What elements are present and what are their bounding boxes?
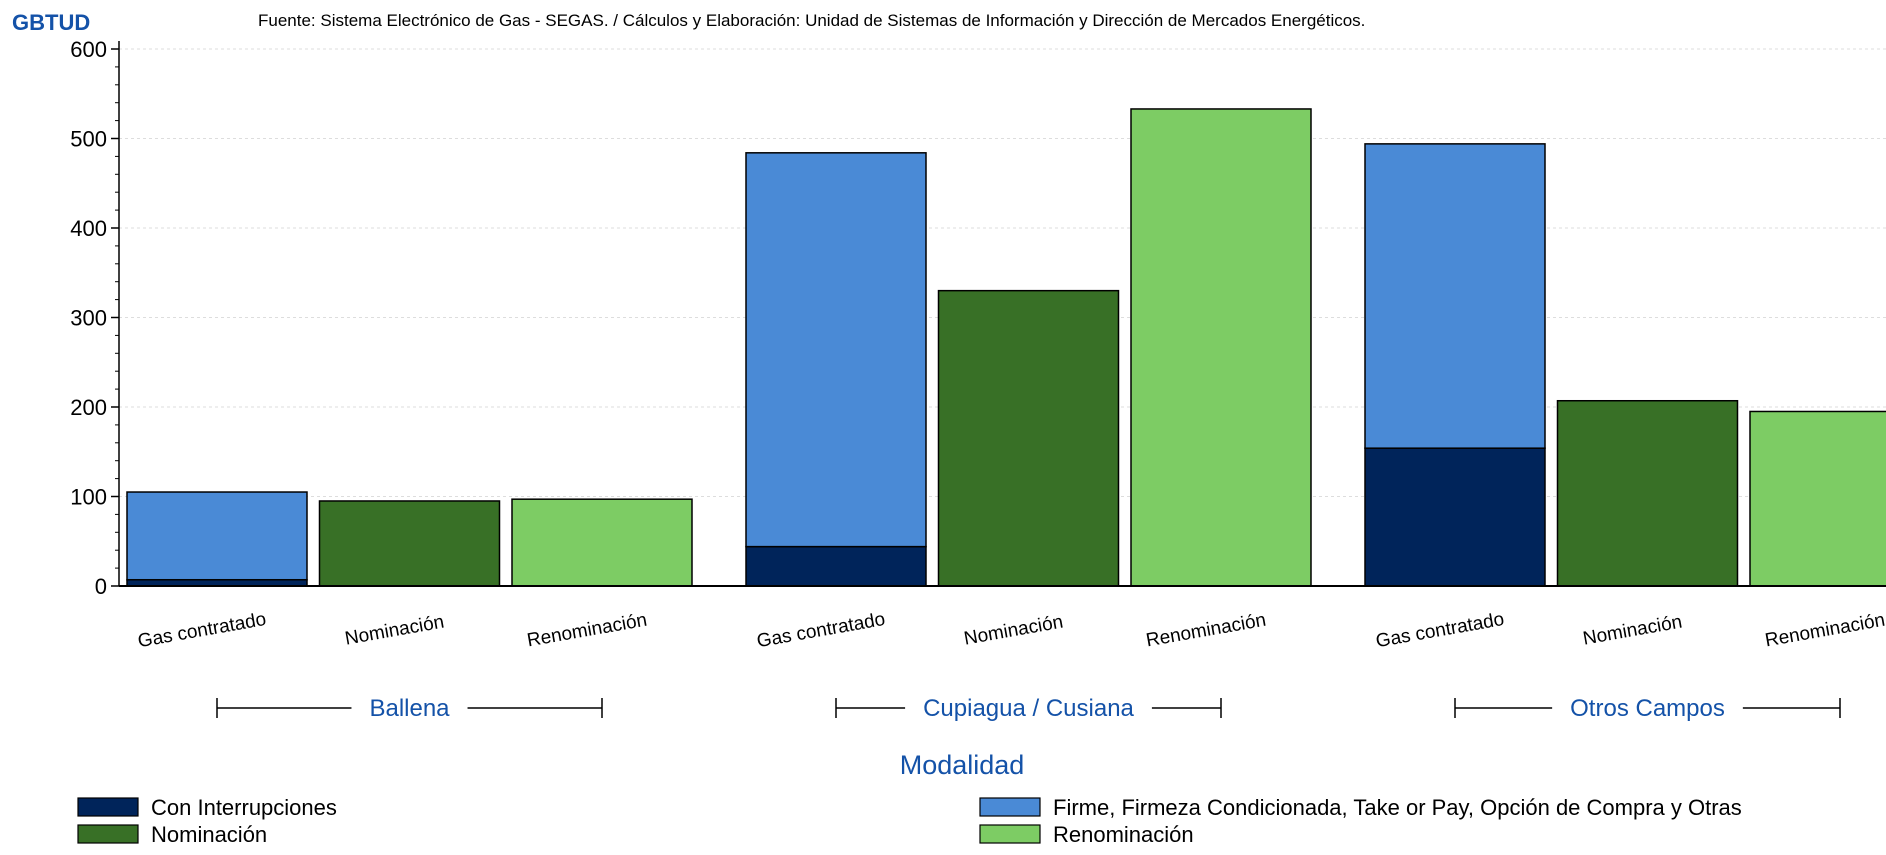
y-axis-title: GBTUD (12, 10, 90, 35)
x-tick-label: Gas contratado (755, 609, 887, 652)
legend-swatch (77, 824, 139, 844)
x-tick-label: Renominación (1763, 610, 1886, 652)
y-tick-label: 200 (70, 395, 107, 420)
x-tick-label: Renominación (525, 610, 648, 652)
group-label: Cupiagua / Cusiana (923, 695, 1134, 722)
x-tick-label: Renominación (1144, 610, 1267, 652)
bar-segment (126, 491, 308, 581)
y-tick-label: 300 (70, 306, 107, 331)
bar-segment (937, 289, 1120, 587)
x-tick-label: Gas contratado (1374, 609, 1506, 652)
bar-segment (1749, 410, 1886, 587)
bar-segment (1364, 447, 1546, 587)
bar-segment (318, 500, 501, 587)
legend-label: Firme, Firmeza Condicionada, Take or Pay… (1053, 795, 1742, 820)
x-tick-label: Nominación (1581, 612, 1683, 650)
x-axis-title: Modalidad (900, 750, 1025, 780)
bar-segment (1364, 143, 1546, 449)
group-labels: Ballena Cupiagua / Cusiana Otros Campos (216, 695, 1841, 722)
legend: Con Interrupciones Firme, Firmeza Condici… (77, 795, 1742, 847)
bar-segment (745, 152, 927, 548)
bar-segment (745, 545, 927, 587)
legend-label: Nominación (151, 822, 267, 847)
y-tick-labels: 0 100 200 300 400 500 600 (70, 37, 107, 599)
bar-segment (511, 498, 693, 587)
source-note: Fuente: Sistema Electrónico de Gas - SEG… (258, 11, 1365, 30)
bars (126, 108, 1886, 587)
bar-segment (1556, 399, 1739, 587)
y-tick-label: 400 (70, 216, 107, 241)
x-tick-labels: Gas contratado Nominación Renominación Gas … (136, 609, 1886, 652)
legend-label: Renominación (1053, 822, 1194, 847)
y-tick-label: 600 (70, 37, 107, 62)
y-tick-label: 100 (70, 485, 107, 510)
x-tick-label: Gas contratado (136, 609, 268, 652)
group-label: Ballena (369, 695, 450, 722)
x-tick-label: Nominación (962, 612, 1064, 650)
legend-swatch (979, 797, 1041, 817)
bar-segment (1130, 108, 1312, 587)
group-label: Otros Campos (1570, 695, 1725, 722)
legend-swatch (77, 797, 139, 817)
legend-swatch (979, 824, 1041, 844)
y-tick-label: 0 (95, 574, 107, 599)
axes (111, 41, 1886, 587)
x-tick-label: Nominación (343, 612, 445, 650)
y-tick-label: 500 (70, 127, 107, 152)
legend-label: Con Interrupciones (151, 795, 337, 820)
